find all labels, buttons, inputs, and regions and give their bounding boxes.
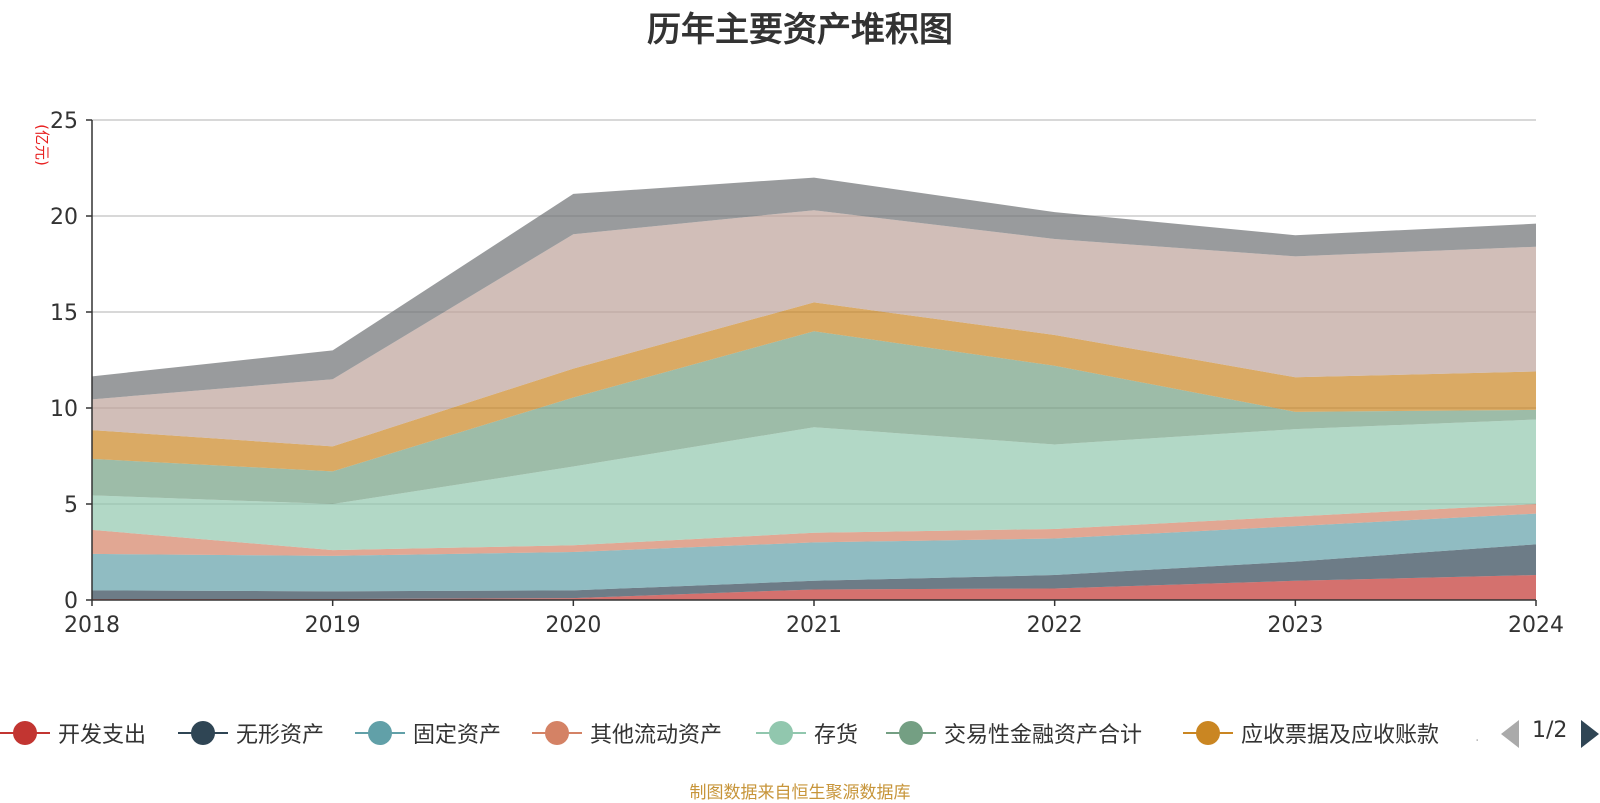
area-series-3 bbox=[92, 504, 1536, 556]
y-axis-label: (亿元) bbox=[33, 124, 51, 166]
legend-item-notes-accounts-receivable[interactable]: 应收票据及应收账款 bbox=[1183, 713, 1439, 753]
area-series-7 bbox=[92, 210, 1536, 447]
legend-item-dev-expenditure[interactable]: 开发支出 bbox=[0, 713, 146, 753]
y-tick-label: 5 bbox=[64, 493, 78, 518]
legend-label: 开发支出 bbox=[58, 723, 147, 748]
x-tick-label: 2023 bbox=[1267, 613, 1323, 638]
source-note: 制图数据来自恒生聚源数据库 bbox=[689, 783, 911, 803]
legend-item-other-current-assets[interactable]: 其他流动资产 bbox=[532, 713, 722, 753]
area-series-2 bbox=[92, 513, 1536, 592]
y-tick-label: 0 bbox=[64, 589, 78, 614]
legend: 开发支出 无形资产 固定资产 其他流动资产 存货 交易性金融资产合计 应收票据及… bbox=[0, 713, 1600, 753]
area-series-1 bbox=[92, 544, 1536, 600]
chart-title: 历年主要资产堆积图 bbox=[647, 10, 953, 50]
area-series-4 bbox=[92, 419, 1536, 551]
legend-marker-icon bbox=[756, 719, 806, 747]
x-tick-label: 2021 bbox=[786, 613, 842, 638]
x-tick-label: 2020 bbox=[545, 613, 601, 638]
legend-label: 无形资产 bbox=[236, 723, 325, 748]
x-tick-label: 2019 bbox=[305, 613, 361, 638]
legend-next-page-icon[interactable] bbox=[1581, 720, 1599, 748]
legend-page-indicator: 1/2 bbox=[1532, 718, 1568, 743]
legend-marker-icon bbox=[1183, 719, 1233, 747]
y-tick-label: 15 bbox=[50, 301, 78, 326]
legend-marker-icon bbox=[532, 719, 582, 747]
area-series-6 bbox=[92, 302, 1536, 472]
x-tick-label: 2022 bbox=[1027, 613, 1083, 638]
legend-label: 其他流动资产 bbox=[590, 723, 723, 748]
legend-item-inventory[interactable]: 存货 bbox=[756, 713, 858, 753]
legend-label: 应收票据及应收账款 bbox=[1241, 723, 1440, 748]
y-tick-label: 10 bbox=[50, 397, 78, 422]
area-series-0 bbox=[92, 575, 1536, 600]
legend-marker-icon bbox=[886, 719, 936, 747]
legend-item-trading-financial-assets[interactable]: 交易性金融资产合计 bbox=[886, 713, 1142, 753]
legend-marker-icon bbox=[178, 719, 228, 747]
y-tick-label: 25 bbox=[50, 109, 78, 134]
legend-overflow-dot: · bbox=[1475, 733, 1480, 749]
legend-prev-page-icon[interactable] bbox=[1501, 720, 1519, 748]
y-tick-label: 20 bbox=[50, 205, 78, 230]
legend-label: 固定资产 bbox=[413, 723, 502, 748]
x-tick-label: 2018 bbox=[64, 613, 120, 638]
legend-item-intangible-assets[interactable]: 无形资产 bbox=[178, 713, 324, 753]
x-tick-label: 2024 bbox=[1508, 613, 1564, 638]
area-series-8 bbox=[92, 177, 1536, 400]
legend-marker-icon bbox=[0, 719, 50, 747]
legend-label: 存货 bbox=[814, 723, 859, 748]
legend-marker-icon bbox=[355, 719, 405, 747]
legend-label: 交易性金融资产合计 bbox=[944, 723, 1143, 748]
legend-item-fixed-assets[interactable]: 固定资产 bbox=[355, 713, 501, 753]
area-series-5 bbox=[92, 331, 1536, 504]
